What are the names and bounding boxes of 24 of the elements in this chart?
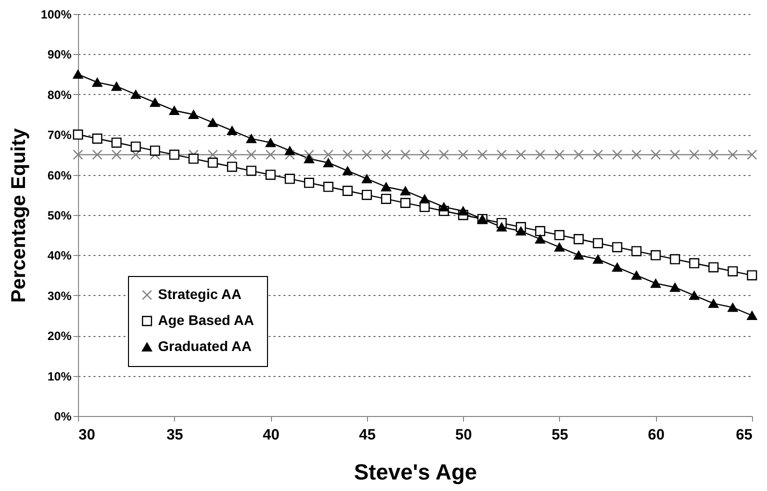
x-tick-label: 60: [648, 426, 665, 444]
legend-label: Age Based AA: [158, 312, 254, 328]
x-axis-title: Steve's Age: [354, 460, 478, 484]
y-tick-label: 60%: [47, 168, 72, 182]
y-tick-label: 20%: [47, 329, 72, 344]
x-tick-label: 35: [166, 426, 184, 444]
x-tick-label: 65: [736, 426, 752, 444]
y-tick-label: 50%: [47, 208, 72, 222]
y-tick-label: 10%: [47, 369, 72, 384]
y-tick-label: 70%: [47, 128, 72, 142]
y-tick-label: 30%: [47, 288, 72, 303]
x-tick-label: 55: [552, 426, 568, 444]
y-tick-label: 100%: [40, 8, 72, 22]
y-tick-label: 80%: [47, 88, 72, 102]
y-tick-label: 40%: [47, 248, 72, 263]
x-tick-label: 50: [455, 426, 472, 444]
legend-label: Graduated AA: [158, 338, 252, 354]
y-tick-label: 90%: [47, 48, 72, 62]
x-tick-label: 30: [78, 426, 96, 444]
y-tick-label: 0%: [54, 410, 72, 424]
x-tick-label: 45: [359, 426, 376, 444]
y-axis-title: Percentage Equity: [8, 127, 30, 303]
x-tick-label: 40: [262, 426, 280, 444]
legend-label: Strategic AA: [158, 286, 242, 302]
